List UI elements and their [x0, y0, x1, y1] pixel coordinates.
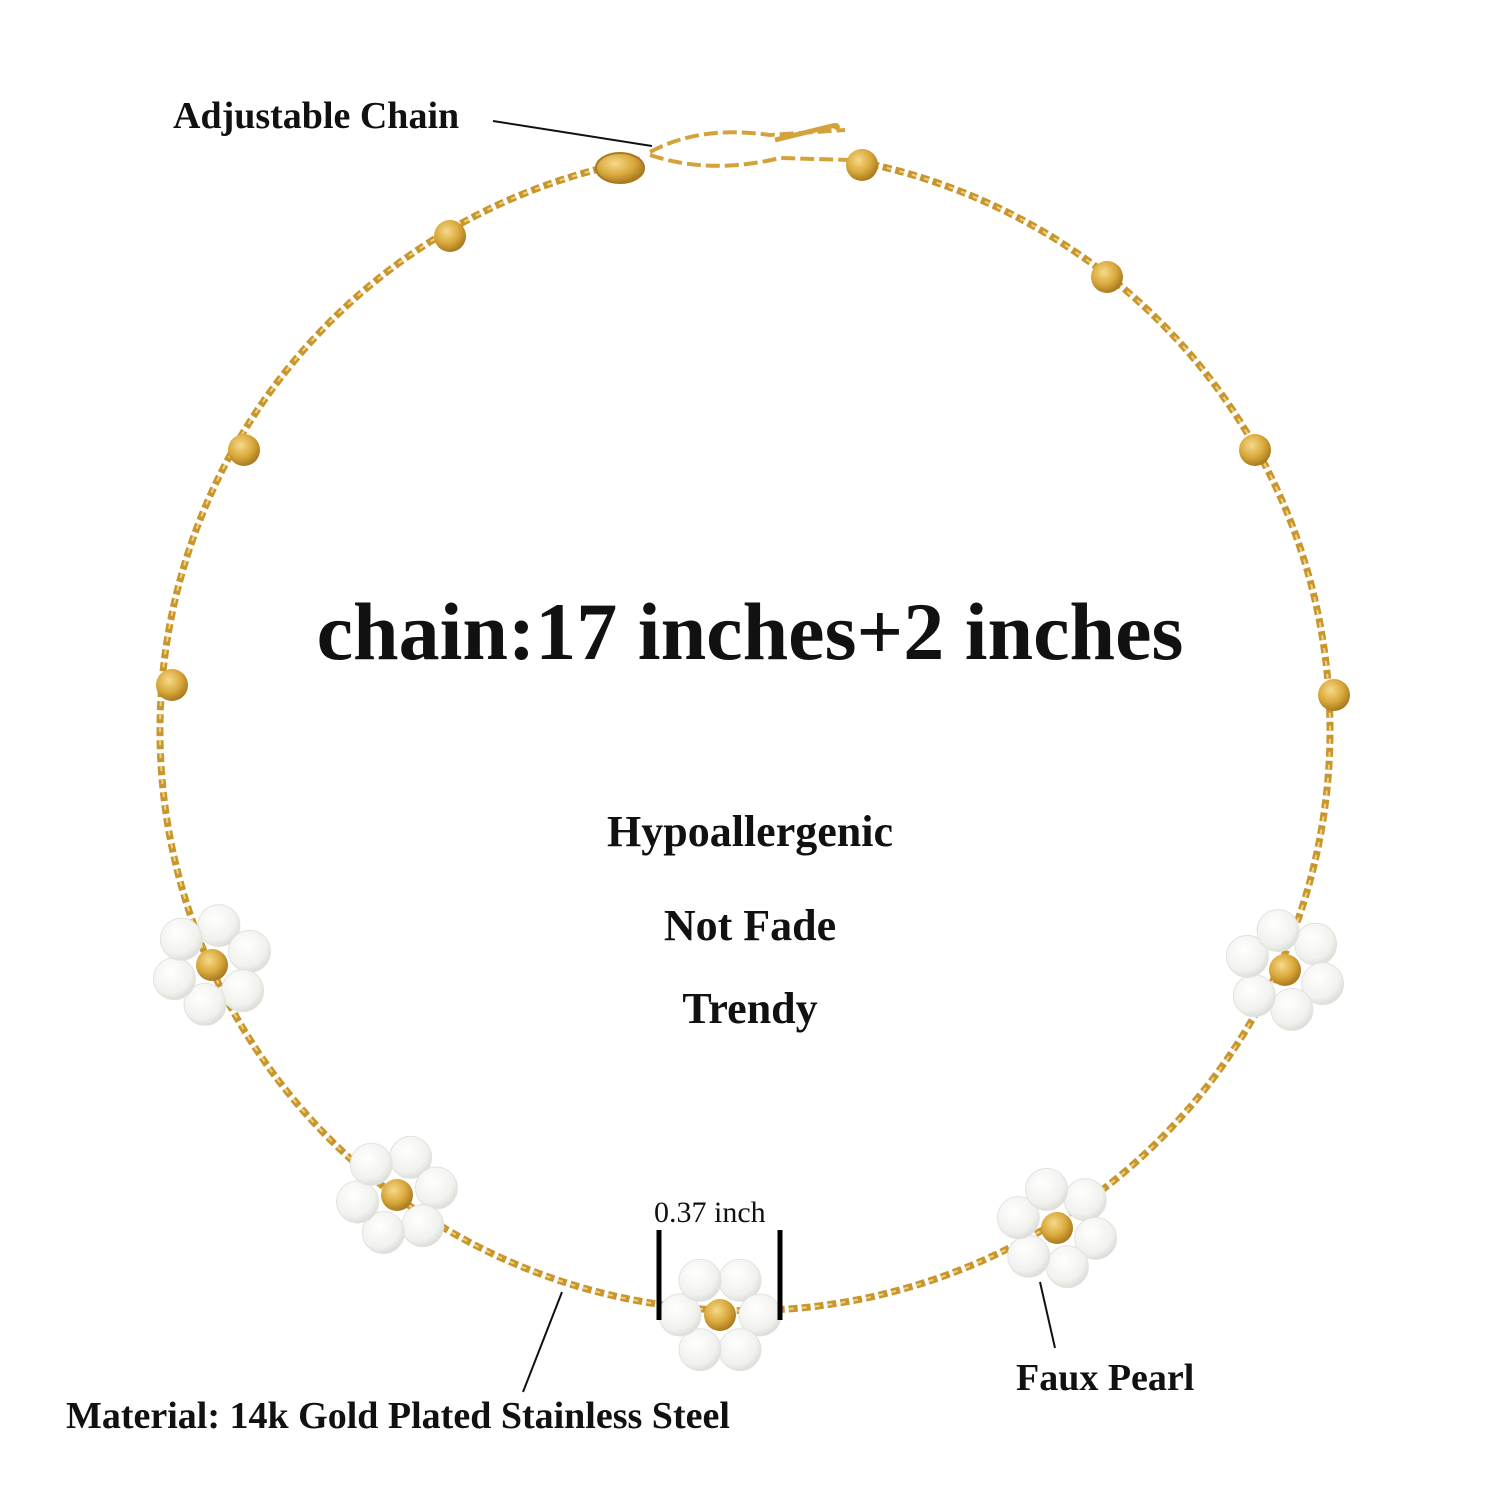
faux-pearl — [349, 1142, 393, 1186]
gold-center-bead — [1041, 1212, 1073, 1244]
gold-center-bead — [704, 1299, 736, 1331]
faux-pearl — [678, 1258, 722, 1302]
faux-pearl — [1270, 987, 1314, 1031]
faux-pearl — [1045, 1245, 1089, 1289]
gold-center-bead — [196, 949, 228, 981]
gold-bead — [1239, 434, 1271, 466]
material-callout: Material: 14k Gold Plated Stainless Stee… — [66, 1395, 730, 1437]
faux-pearl — [159, 917, 203, 961]
feature-trendy: Trendy — [682, 984, 818, 1033]
gold-bead — [1318, 679, 1350, 711]
faux-pearl — [401, 1204, 445, 1248]
headline: chain:17 inches+2 inches — [316, 586, 1184, 677]
pearl-flower — [1225, 909, 1345, 1031]
gold-bead — [156, 669, 188, 701]
gold-bead — [434, 220, 466, 252]
gold-beads — [156, 149, 1350, 711]
pearl-flower — [336, 1135, 458, 1255]
callout-lines — [492, 120, 1056, 1393]
faux-pearl — [1256, 909, 1300, 953]
gold-bead — [228, 434, 260, 466]
faux-pearl — [678, 1328, 722, 1372]
faux-pearl — [336, 1180, 380, 1224]
faux-pearl — [221, 969, 265, 1013]
faux-pearl-callout: Faux Pearl — [1016, 1357, 1195, 1399]
dimension-markers — [656, 1230, 783, 1320]
faux-pearl — [996, 1196, 1040, 1240]
faux-pearl — [1063, 1178, 1107, 1222]
lobster-clasp — [595, 152, 645, 184]
faux-pearl — [197, 904, 241, 948]
pearl-flower — [996, 1167, 1118, 1289]
dimension-label: 0.37 inch — [654, 1196, 766, 1229]
faux-pearl — [718, 1328, 762, 1372]
pearl-flower — [658, 1258, 782, 1372]
faux-pearl — [361, 1211, 405, 1255]
faux-pearl — [1301, 962, 1345, 1006]
chain — [156, 156, 1334, 1315]
faux-pearl — [1007, 1234, 1051, 1278]
faux-pearl — [1074, 1216, 1118, 1260]
gold-bead — [1091, 261, 1123, 293]
faux-pearl — [1025, 1167, 1069, 1211]
feature-hypoallergenic: Hypoallergenic — [607, 807, 893, 856]
adjustable-chain-callout: Adjustable Chain — [173, 95, 460, 137]
gold-center-bead — [1269, 954, 1301, 986]
feature-not-fade: Not Fade — [663, 901, 837, 950]
gold-bead — [846, 149, 878, 181]
pearl-flowers — [152, 904, 1345, 1372]
pearl-flower — [152, 904, 272, 1026]
gold-center-bead — [381, 1179, 413, 1211]
faux-pearl — [1225, 934, 1269, 978]
faux-pearl — [183, 982, 227, 1026]
faux-pearl — [414, 1166, 458, 1210]
extender-chain — [649, 123, 851, 168]
